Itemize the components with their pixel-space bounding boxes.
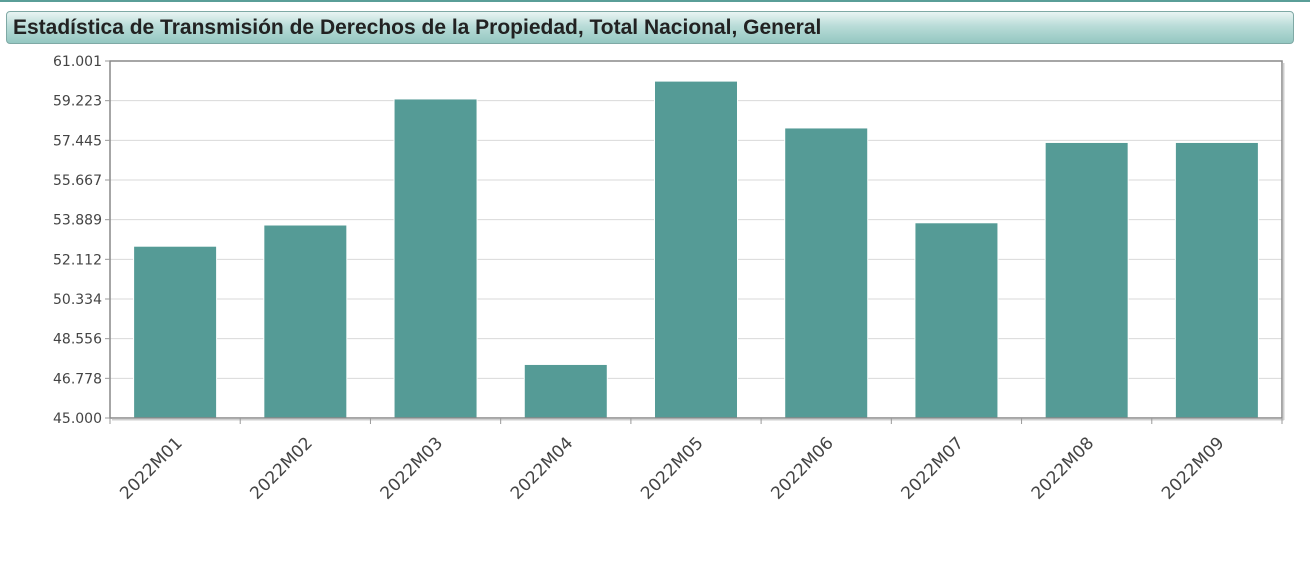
y-tick-label: 57.445 bbox=[53, 133, 102, 149]
x-tick-label: 2022M09 bbox=[1158, 433, 1228, 503]
x-tick-label: 2022M07 bbox=[898, 433, 968, 503]
bar-2022M06[interactable] bbox=[784, 127, 869, 419]
x-tick-label: 2022M03 bbox=[377, 433, 447, 503]
bar-2022M09[interactable] bbox=[1174, 141, 1259, 419]
top-rule bbox=[0, 0, 1310, 2]
bar-2022M05[interactable] bbox=[654, 80, 738, 419]
plot-frame bbox=[109, 60, 1285, 421]
y-tick-label: 53.889 bbox=[53, 213, 102, 229]
y-tick-label: 45.000 bbox=[53, 411, 102, 427]
x-axis-ticks: 2022M01 2022M02 2022M03 2022M04 2022M05 2022M… bbox=[109, 418, 1283, 504]
y-tick-label: 52.112 bbox=[53, 252, 102, 268]
y-tick-label: 55.667 bbox=[53, 173, 102, 189]
x-tick-label: 2022M06 bbox=[767, 433, 837, 503]
x-tick-label: 2022M02 bbox=[246, 433, 316, 503]
y-tick-label: 50.334 bbox=[53, 292, 102, 308]
y-axis-ticks: 45.000 46.778 48.556 50.334 52.112 53.889 55.6… bbox=[53, 54, 110, 427]
bar-2022M07[interactable] bbox=[914, 222, 999, 419]
y-tick-label: 59.223 bbox=[53, 94, 102, 110]
plot-border bbox=[109, 60, 1283, 419]
chart-title-bar: Estadística de Transmisión de Derechos d… bbox=[6, 11, 1294, 44]
bar-2022M04[interactable] bbox=[523, 363, 608, 419]
x-tick-label: 2022M08 bbox=[1028, 433, 1098, 503]
y-tick-label: 61.001 bbox=[53, 54, 102, 70]
x-tick-label: 2022M05 bbox=[637, 433, 707, 503]
chart-title: Estadística de Transmisión de Derechos d… bbox=[13, 15, 822, 39]
bar-2022M03[interactable] bbox=[393, 98, 478, 419]
bar-2022M02[interactable] bbox=[263, 224, 348, 419]
y-tick-label: 46.778 bbox=[53, 371, 102, 387]
x-tick-label: 2022M04 bbox=[507, 433, 577, 503]
x-tick-label: 2022M01 bbox=[116, 433, 186, 503]
bar-2022M08[interactable] bbox=[1044, 141, 1129, 419]
bar-2022M01[interactable] bbox=[133, 245, 218, 419]
bars bbox=[133, 80, 1259, 419]
y-tick-label: 48.556 bbox=[53, 332, 102, 348]
